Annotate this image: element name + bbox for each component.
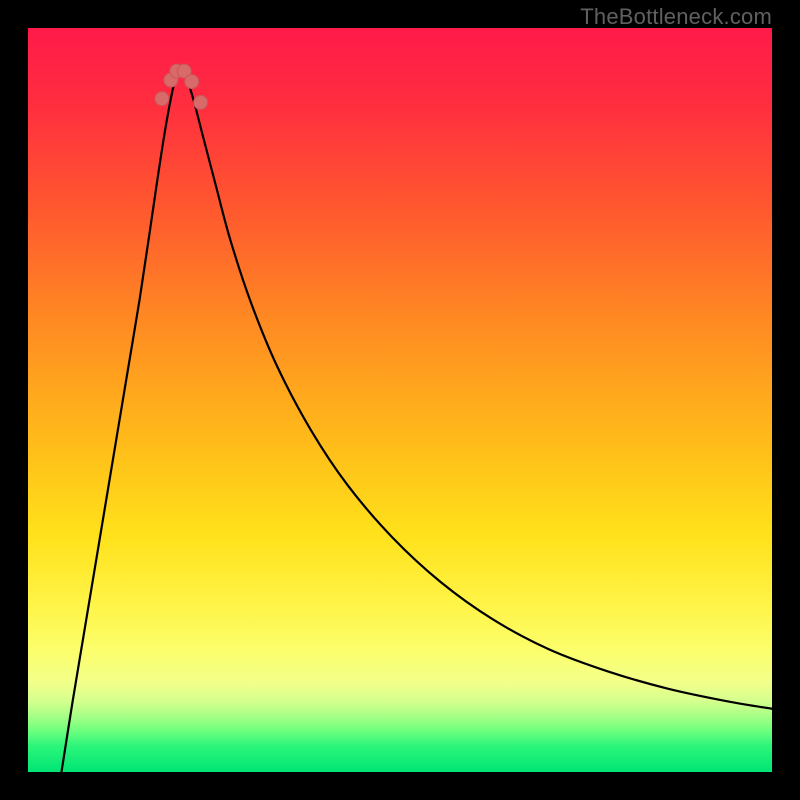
marker-dot: [185, 75, 199, 89]
chart-frame: TheBottleneck.com: [0, 0, 800, 800]
bottleneck-curve: [61, 70, 772, 772]
chart-canvas: [28, 28, 772, 772]
minimum-markers: [155, 64, 208, 109]
marker-dot: [194, 95, 208, 109]
plot-area: [28, 28, 772, 772]
watermark-label: TheBottleneck.com: [580, 4, 772, 30]
marker-dot: [155, 92, 169, 106]
